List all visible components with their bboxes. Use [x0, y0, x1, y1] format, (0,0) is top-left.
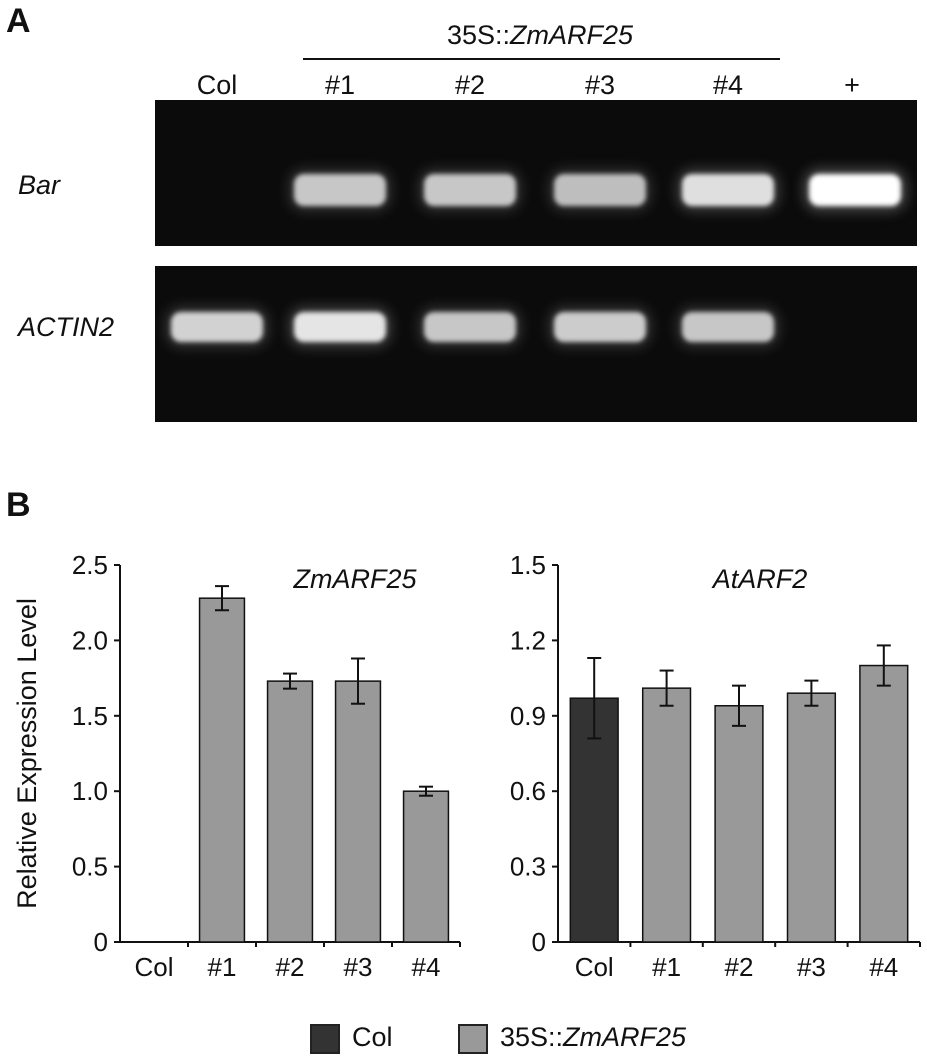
lane-label-1: #1	[324, 70, 356, 100]
gel-bar	[155, 100, 917, 246]
construct-prefix: 35S::	[446, 20, 510, 50]
y-tick-label: 0.5	[72, 852, 108, 882]
bar	[402, 790, 450, 943]
bar	[859, 664, 909, 943]
x-tick-label: #2	[725, 952, 754, 982]
lane-label-col: Col	[196, 70, 238, 100]
x-tick-label: #2	[276, 952, 305, 982]
construct-gene: ZmARF25	[510, 20, 634, 50]
gel-band	[554, 312, 646, 342]
gel-band	[809, 174, 901, 206]
legend-swatch-col	[310, 1024, 340, 1054]
panel-a-letter: A	[6, 2, 31, 40]
y-tick-label: 0.9	[510, 701, 546, 731]
legend-swatch-transgenic	[458, 1024, 488, 1054]
panel-b-letter: B	[6, 486, 31, 524]
y-tick-label: 1.0	[72, 776, 108, 806]
x-tick-label: #3	[344, 952, 373, 982]
bar	[786, 692, 837, 943]
y-tick-label: 2.5	[72, 550, 108, 580]
bar	[641, 687, 692, 943]
x-tick-label: Col	[575, 952, 614, 982]
x-tick-label: #1	[652, 952, 681, 982]
x-tick-label: #3	[797, 952, 826, 982]
lane-label-2: #2	[454, 70, 486, 100]
x-tick-label: #1	[208, 952, 237, 982]
lane-label-3: #3	[584, 70, 616, 100]
x-tick-label: #4	[412, 952, 441, 982]
gel-band	[554, 174, 646, 206]
gel-band	[171, 312, 263, 342]
y-axis-label: Relative Expression Level	[12, 598, 42, 909]
gel-band	[682, 174, 774, 206]
y-tick-label: 0	[94, 927, 108, 957]
y-tick-label: 1.5	[72, 701, 108, 731]
y-tick-label: 1.2	[510, 625, 546, 655]
legend-label-col: Col	[352, 1022, 393, 1052]
y-tick-label: 2.0	[72, 625, 108, 655]
bar	[714, 704, 764, 943]
gel-band	[424, 312, 516, 342]
chart-title: AtARF2	[711, 564, 808, 594]
y-tick-label: 0.3	[510, 852, 546, 882]
legend-label-transgenic: 35S::ZmARF25	[500, 1022, 687, 1052]
y-tick-label: 0	[532, 927, 546, 957]
gel-actin2	[155, 266, 917, 422]
gene-label-bar: Bar	[18, 170, 61, 200]
bar	[266, 680, 314, 943]
gel-band	[424, 174, 516, 206]
x-tick-label: #4	[869, 952, 898, 982]
bar	[334, 680, 382, 943]
x-tick-label: Col	[134, 952, 173, 982]
bar	[198, 597, 246, 943]
gel-band	[294, 312, 386, 342]
construct-bracket-line	[303, 58, 780, 60]
construct-label: 35S::ZmARF25	[300, 20, 780, 51]
chart-title: ZmARF25	[292, 564, 417, 594]
lane-label-4: #4	[712, 70, 744, 100]
lane-label-plus: +	[844, 70, 860, 100]
y-tick-label: 0.6	[510, 776, 546, 806]
gel-band	[682, 312, 774, 342]
gel-band	[294, 174, 386, 206]
gene-label-actin2: ACTIN2	[18, 312, 115, 342]
y-tick-label: 1.5	[510, 550, 546, 580]
